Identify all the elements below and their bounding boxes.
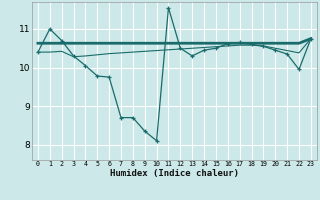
X-axis label: Humidex (Indice chaleur): Humidex (Indice chaleur) xyxy=(110,169,239,178)
